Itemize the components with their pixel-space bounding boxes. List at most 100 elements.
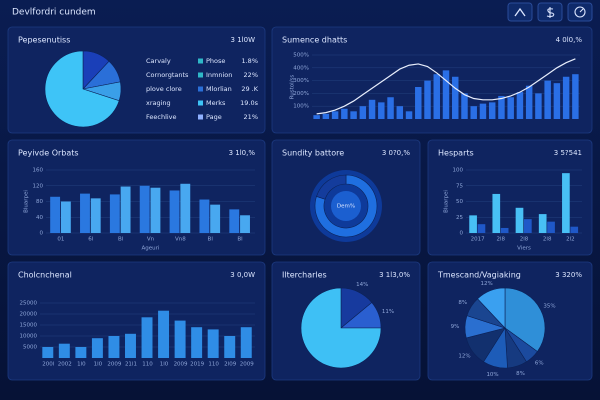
x-tick-label: 21l1 [125, 362, 137, 368]
panel-subtitle: 4 0l0,% [556, 36, 583, 44]
panel-subtitle: 3 0,0W [230, 271, 255, 279]
bar [229, 209, 240, 233]
bar [396, 106, 404, 119]
legend-value: 21% [244, 113, 258, 121]
y-axis-label: Bluarpei [444, 190, 450, 213]
panel-subtitle: 3 1l0,% [229, 149, 256, 157]
bar [415, 87, 422, 119]
bar [199, 199, 210, 233]
legend-value: 1.8% [241, 57, 258, 65]
bar [535, 93, 542, 119]
legend-value: 22% [244, 71, 258, 79]
home-button[interactable] [507, 2, 533, 22]
home-icon [514, 7, 526, 17]
y-tick-label: 400% [293, 65, 309, 71]
slice [300, 287, 382, 369]
bar [368, 99, 376, 119]
toolbar [507, 2, 593, 22]
panel-subtitle: 3 5?541 [554, 149, 582, 157]
bar [240, 215, 250, 233]
bar [442, 70, 450, 119]
x-tick-label: 2019 [190, 362, 204, 368]
legend-label: Inmnion [206, 71, 232, 79]
x-tick-label: 110 [142, 362, 153, 368]
x-tick-label: Vn [147, 237, 155, 243]
y-tick-label: 200% [293, 91, 309, 97]
bar [498, 95, 505, 119]
x-tick-label: 2l09 [224, 362, 237, 368]
x-tick-label: Bl [118, 237, 124, 243]
bar [191, 327, 203, 358]
x-tick-label: 1l0 [77, 362, 86, 368]
slice-label: 8% [516, 371, 525, 377]
bar [141, 317, 153, 358]
y-tick-label: 25000 [20, 301, 38, 307]
y-tick-label: 5000 [23, 345, 37, 351]
y-tick-label: 500% [293, 53, 309, 59]
x-tick-label: Bl [237, 237, 243, 243]
legend-value: 19.0s [240, 99, 258, 107]
bar [507, 97, 514, 119]
panel-title: Sumence dhatts [282, 36, 347, 45]
slice-label: 12% [480, 281, 492, 287]
bar [572, 74, 579, 119]
bar [562, 173, 570, 233]
bar [150, 187, 161, 233]
x-tick-label: 110 [208, 362, 219, 368]
slice-label: 14% [356, 282, 368, 288]
panel-title: Peyivde Orbats [18, 149, 79, 158]
bar [524, 219, 532, 233]
y-tick-label: 100% [293, 104, 309, 110]
bar [331, 111, 339, 119]
x-axis-label: Viers [517, 246, 531, 252]
y-tick-label: 20000 [20, 312, 38, 318]
bar [488, 102, 496, 119]
bar [452, 76, 459, 119]
panel-title: Pepesenutiss [18, 36, 70, 45]
panel-title: Tmescand/Vagiaking [437, 271, 521, 280]
y-tick-label: 40 [36, 215, 43, 221]
bar [58, 343, 70, 358]
legend-label: plove clore [146, 85, 182, 93]
bar [125, 333, 136, 358]
slice [504, 287, 546, 352]
bar [169, 190, 180, 233]
bar [477, 224, 486, 233]
bar [224, 336, 236, 358]
bar [359, 106, 367, 119]
bar [42, 347, 54, 358]
y-axis-label: Rustol/ss [290, 75, 296, 100]
legend-swatch [198, 72, 203, 78]
bar [109, 194, 120, 233]
bar [515, 207, 524, 233]
bar [525, 85, 533, 119]
bar [469, 215, 477, 233]
legend-label: xraging [146, 99, 171, 107]
y-tick-label: 300% [293, 78, 309, 84]
bar [108, 336, 120, 358]
legend-swatch [198, 114, 203, 120]
y-tick-label: 25 [456, 215, 463, 221]
panel-subtitle: 3 0?0,% [382, 149, 411, 157]
legend-swatch [198, 100, 203, 106]
slice [477, 287, 506, 329]
x-tick-label: 200l [42, 362, 54, 368]
bar [120, 186, 131, 233]
y-tick-label: 10000 [20, 334, 38, 340]
x-tick-label: 2009 [174, 362, 188, 368]
legend-label: Merks [206, 99, 226, 107]
bar [470, 106, 477, 119]
bar [547, 221, 555, 233]
x-tick-label: 2l2 [566, 237, 575, 243]
legend-label: Phose [206, 57, 225, 65]
x-tick-label: 01 [57, 237, 64, 243]
bar [433, 74, 440, 119]
panel-subtitle: 3 320% [555, 271, 582, 279]
x-tick-label: 2l8 [497, 237, 506, 243]
y-tick-label: 75 [456, 183, 463, 189]
bar [562, 76, 570, 119]
bar [139, 185, 150, 233]
y-tick-label: 80 [36, 199, 43, 205]
panel-title: Iltercharles [282, 271, 327, 280]
